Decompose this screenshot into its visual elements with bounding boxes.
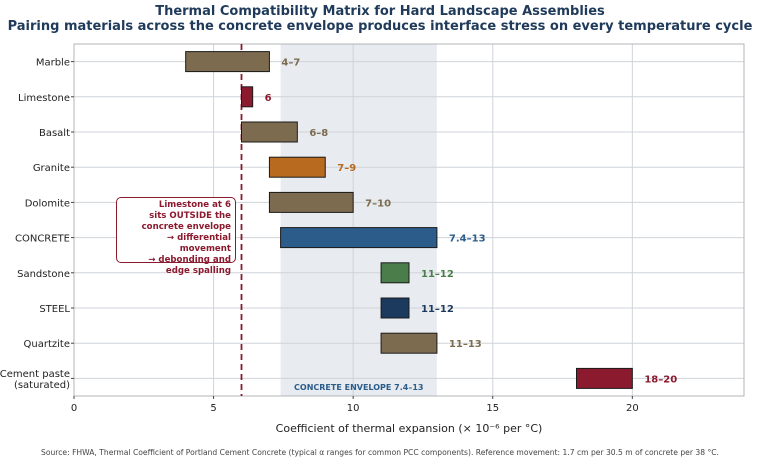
bar-value-label: 11–12: [421, 304, 454, 315]
category-label: Dolomite: [25, 198, 70, 209]
bar: [380, 262, 410, 284]
category-label: CONCRETE: [15, 234, 70, 245]
x-tick-label: 20: [626, 403, 639, 414]
bar: [241, 86, 254, 108]
category-label: Limestone: [18, 93, 70, 104]
x-axis-label: Coefficient of thermal expansion (× 10⁻⁶…: [276, 422, 543, 435]
limestone-annotation: Limestone at 6 sits OUTSIDE the concrete…: [116, 197, 236, 276]
x-tick-label: 0: [71, 403, 77, 414]
bar: [241, 121, 298, 143]
category-label: Basalt: [39, 128, 70, 139]
bar: [268, 156, 326, 178]
category-label: Marble: [36, 58, 70, 69]
chart-title: Thermal Compatibility Matrix for Hard La…: [155, 4, 605, 19]
bar-value-label: 7–10: [365, 198, 391, 209]
plot-frame: [73, 43, 745, 397]
x-tick-label: 15: [486, 403, 499, 414]
category-label: Granite: [33, 163, 70, 174]
bar: [280, 227, 438, 249]
bar-value-label: 6: [265, 93, 272, 104]
bar: [576, 367, 633, 389]
bar: [268, 191, 354, 213]
bar-value-label: 7.4–13: [449, 234, 486, 245]
envelope-label: CONCRETE ENVELOPE 7.4–13: [294, 383, 423, 392]
x-tick-label: 5: [210, 403, 216, 414]
bar-value-label: 4–7: [281, 58, 300, 69]
category-label: Quartzite: [24, 339, 70, 350]
x-tick-label: 10: [347, 403, 360, 414]
bar-value-label: 7–9: [337, 163, 356, 174]
category-label: Cement paste (saturated): [0, 369, 70, 391]
category-label: STEEL: [39, 304, 70, 315]
bar: [185, 51, 270, 73]
category-label: Sandstone: [17, 269, 70, 280]
bar: [380, 332, 438, 354]
bar: [380, 297, 410, 319]
bar-value-label: 6–8: [309, 128, 328, 139]
bar-value-label: 18–20: [644, 374, 677, 385]
chart-subtitle: Pairing materials across the concrete en…: [7, 19, 753, 34]
bar-value-label: 11–13: [449, 339, 482, 350]
source-note: Source: FHWA, Thermal Coefficient of Por…: [41, 448, 719, 457]
bar-value-label: 11–12: [421, 269, 454, 280]
